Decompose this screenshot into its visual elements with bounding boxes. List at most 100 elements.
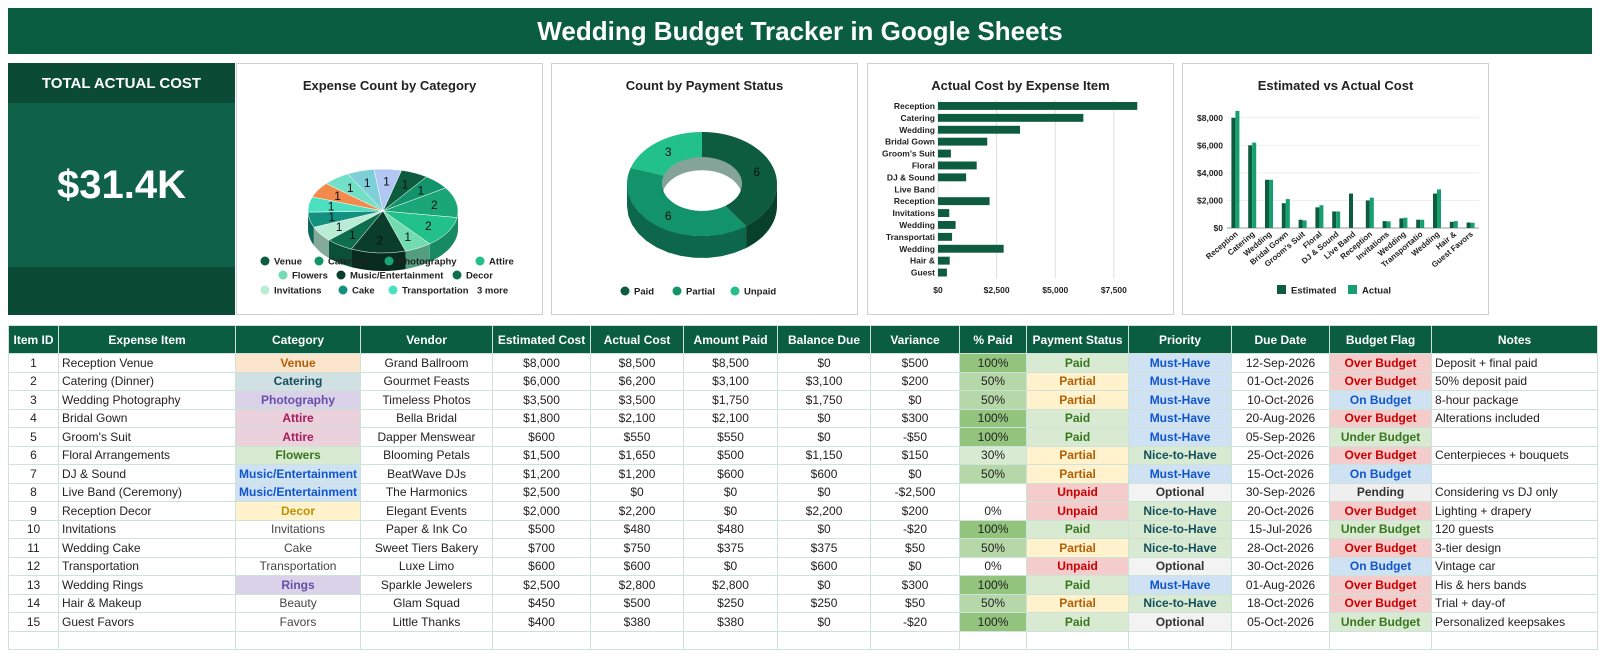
amount-paid-cell[interactable]: $375 (683, 538, 779, 558)
amount-paid-cell[interactable]: $550 (683, 427, 779, 447)
estimated-cost-cell[interactable]: $600 (492, 556, 592, 576)
balance-due-cell[interactable]: $2,200 (777, 501, 872, 521)
actual-cost-cell[interactable]: $2,100 (590, 408, 685, 428)
estimated-cost-cell[interactable]: $700 (492, 538, 592, 558)
expense-item-cell[interactable]: Floral Arrangements (58, 445, 236, 465)
balance-due-cell[interactable] (777, 630, 872, 650)
actual-cost-cell[interactable]: $3,500 (590, 390, 685, 410)
expense-item-cell[interactable]: Transportation (58, 556, 236, 576)
amount-paid-cell[interactable]: $380 (683, 612, 779, 632)
category-cell[interactable]: Decor (234, 501, 362, 521)
item-id-cell[interactable] (8, 630, 59, 650)
priority-cell[interactable]: Optional (1128, 482, 1233, 502)
notes-cell[interactable]: Lighting + drapery (1431, 501, 1599, 521)
payment-status-cell[interactable]: Paid (1026, 427, 1130, 447)
payment-status-cell[interactable]: Unpaid (1026, 501, 1130, 521)
table-row[interactable]: 7 DJ & Sound Music/Entertainment BeatWave D… (8, 464, 1599, 484)
due-date-cell[interactable]: 25-Oct-2026 (1231, 445, 1331, 465)
budget-flag-cell[interactable]: Over Budget (1329, 593, 1433, 613)
expense-item-cell[interactable]: Wedding Rings (58, 575, 236, 595)
count-by-payment-status-chart[interactable]: Count by Payment Status 6 6 3 Paid Partial Unp… (551, 63, 858, 315)
actual-cost-cell[interactable]: $600 (590, 556, 685, 576)
percent-paid-cell[interactable] (959, 630, 1028, 650)
budget-flag-cell[interactable]: On Budget (1329, 390, 1433, 410)
expense-item-cell[interactable]: Guest Favors (58, 612, 236, 632)
table-row[interactable]: 12 Transportation Transportation Luxe Limo $… (8, 556, 1599, 576)
category-cell[interactable]: Venue (234, 353, 362, 373)
variance-cell[interactable]: $500 (870, 353, 961, 373)
category-cell[interactable]: Catering (234, 371, 362, 391)
column-header[interactable]: Amount Paid (683, 325, 779, 354)
category-cell[interactable]: Music/Entertainment (234, 482, 362, 502)
estimated-cost-cell[interactable]: $450 (492, 593, 592, 613)
amount-paid-cell[interactable]: $480 (683, 519, 779, 539)
expense-item-cell[interactable]: Bridal Gown (58, 408, 236, 428)
vendor-cell[interactable]: Little Thanks (360, 612, 494, 632)
due-date-cell[interactable]: 15-Oct-2026 (1231, 464, 1331, 484)
budget-flag-cell[interactable] (1329, 630, 1433, 650)
category-cell[interactable] (234, 630, 362, 650)
notes-cell[interactable]: 50% deposit paid (1431, 371, 1599, 391)
category-cell[interactable]: Rings (234, 575, 362, 595)
column-header[interactable]: Balance Due (777, 325, 872, 354)
actual-cost-cell[interactable] (590, 630, 685, 650)
amount-paid-cell[interactable]: $0 (683, 482, 779, 502)
priority-cell[interactable]: Optional (1128, 612, 1233, 632)
expense-item-cell[interactable] (58, 630, 236, 650)
vendor-cell[interactable]: Paper & Ink Co (360, 519, 494, 539)
estimated-cost-cell[interactable]: $8,000 (492, 353, 592, 373)
due-date-cell[interactable]: 12-Sep-2026 (1231, 353, 1331, 373)
budget-flag-cell[interactable]: Under Budget (1329, 612, 1433, 632)
priority-cell[interactable] (1128, 630, 1233, 650)
due-date-cell[interactable]: 05-Oct-2026 (1231, 612, 1331, 632)
priority-cell[interactable]: Nice-to-Have (1128, 445, 1233, 465)
item-id-cell[interactable]: 11 (8, 538, 59, 558)
due-date-cell[interactable]: 30-Oct-2026 (1231, 556, 1331, 576)
estimated-cost-cell[interactable]: $2,000 (492, 501, 592, 521)
estimated-cost-cell[interactable] (492, 630, 592, 650)
column-header[interactable]: Vendor (360, 325, 494, 354)
variance-cell[interactable]: -$50 (870, 427, 961, 447)
budget-flag-cell[interactable]: On Budget (1329, 464, 1433, 484)
actual-cost-cell[interactable]: $6,200 (590, 371, 685, 391)
variance-cell[interactable]: $0 (870, 556, 961, 576)
budget-flag-cell[interactable]: On Budget (1329, 556, 1433, 576)
payment-status-cell[interactable]: Partial (1026, 538, 1130, 558)
budget-flag-cell[interactable]: Over Budget (1329, 501, 1433, 521)
column-header[interactable]: Notes (1431, 325, 1599, 354)
estimated-cost-cell[interactable]: $1,200 (492, 464, 592, 484)
table-row[interactable]: 2 Catering (Dinner) Catering Gourmet Feasts… (8, 371, 1599, 391)
table-row[interactable]: 3 Wedding Photography Photography Timeless … (8, 390, 1599, 410)
category-cell[interactable]: Cake (234, 538, 362, 558)
actual-cost-cell[interactable]: $750 (590, 538, 685, 558)
item-id-cell[interactable]: 7 (8, 464, 59, 484)
column-header[interactable]: Payment Status (1026, 325, 1130, 354)
vendor-cell[interactable]: Grand Ballroom (360, 353, 494, 373)
variance-cell[interactable]: $0 (870, 464, 961, 484)
notes-cell[interactable]: 8-hour package (1431, 390, 1599, 410)
actual-cost-cell[interactable]: $1,650 (590, 445, 685, 465)
expense-item-cell[interactable]: Wedding Photography (58, 390, 236, 410)
amount-paid-cell[interactable]: $2,100 (683, 408, 779, 428)
notes-cell[interactable]: His & hers bands (1431, 575, 1599, 595)
notes-cell[interactable]: Personalized keepsakes (1431, 612, 1599, 632)
balance-due-cell[interactable]: $0 (777, 612, 872, 632)
actual-cost-cell[interactable]: $2,200 (590, 501, 685, 521)
table-row[interactable]: 15 Guest Favors Favors Little Thanks $400 $38… (8, 612, 1599, 632)
vendor-cell[interactable]: Elegant Events (360, 501, 494, 521)
due-date-cell[interactable]: 15-Jul-2026 (1231, 519, 1331, 539)
amount-paid-cell[interactable]: $0 (683, 501, 779, 521)
percent-paid-cell[interactable] (959, 482, 1028, 502)
vendor-cell[interactable]: Timeless Photos (360, 390, 494, 410)
expense-item-cell[interactable]: DJ & Sound (58, 464, 236, 484)
table-row[interactable]: 13 Wedding Rings Rings Sparkle Jewelers $2,5… (8, 575, 1599, 595)
variance-cell[interactable]: -$2,500 (870, 482, 961, 502)
expense-item-cell[interactable]: Hair & Makeup (58, 593, 236, 613)
actual-cost-cell[interactable]: $480 (590, 519, 685, 539)
variance-cell[interactable]: -$20 (870, 612, 961, 632)
column-header[interactable]: Budget Flag (1329, 325, 1433, 354)
payment-status-cell[interactable]: Partial (1026, 593, 1130, 613)
percent-paid-cell[interactable]: 100% (959, 575, 1028, 595)
payment-status-cell[interactable]: Partial (1026, 445, 1130, 465)
expense-item-cell[interactable]: Reception Venue (58, 353, 236, 373)
